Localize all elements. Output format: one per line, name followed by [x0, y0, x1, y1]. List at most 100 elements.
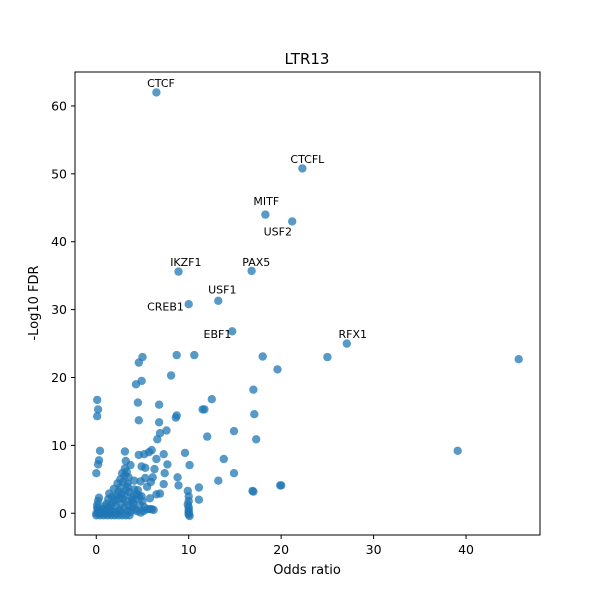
data-point: [139, 507, 148, 516]
data-point: [172, 350, 181, 360]
data-point: [160, 469, 169, 478]
data-point: [228, 327, 237, 336]
data-point: [152, 490, 161, 499]
data-point: [153, 435, 162, 444]
data-point: [247, 266, 256, 276]
data-point: [171, 413, 180, 422]
data-point: [184, 300, 193, 309]
annotations-layer: CTCF CTCFL MITF USF2 IKZF1 PAX5 USF1 CREB1 EBF1 R…: [147, 77, 367, 341]
data-point: [130, 485, 139, 494]
data-point: [185, 460, 194, 470]
x-axis: 0 10 20 30 40: [92, 535, 474, 557]
data-point: [93, 460, 103, 469]
x-tick-label: 30: [366, 542, 382, 557]
data-point: [133, 398, 143, 407]
x-tick-label: 0: [92, 542, 100, 557]
data-point: [194, 495, 204, 504]
data-point: [250, 410, 259, 419]
data-point: [514, 355, 523, 364]
data-point: [134, 358, 143, 367]
data-point: [185, 511, 194, 521]
data-point: [342, 339, 351, 348]
data-point: [273, 365, 282, 374]
data-point: [117, 490, 126, 499]
annotation-label: CREB1: [147, 300, 184, 313]
data-point: [92, 469, 101, 478]
data-point: [93, 395, 102, 405]
data-point: [118, 477, 128, 487]
chart-title: LTR13: [285, 50, 330, 68]
data-point: [134, 450, 143, 460]
data-point: [152, 88, 161, 97]
annotation-label: IKZF1: [170, 256, 201, 269]
data-point: [117, 469, 127, 478]
data-point: [323, 352, 332, 362]
data-point: [298, 164, 307, 173]
data-point: [159, 450, 168, 459]
data-point: [219, 454, 228, 464]
data-point: [93, 405, 103, 414]
data-point: [166, 371, 176, 380]
y-tick-label: 0: [59, 506, 67, 521]
annotation-label: USF1: [208, 283, 236, 296]
y-axis-label: -Log10 FDR: [27, 265, 42, 340]
data-point: [145, 494, 155, 503]
data-point: [203, 432, 212, 441]
data-point: [131, 380, 141, 389]
data-point: [137, 462, 146, 471]
x-tick-label: 20: [273, 542, 289, 557]
annotation-label: USF2: [264, 226, 292, 239]
data-point: [248, 486, 257, 496]
data-point: [261, 210, 270, 219]
y-tick-label: 60: [51, 98, 67, 113]
data-point: [173, 473, 182, 482]
data-point: [136, 477, 145, 486]
x-tick-label: 40: [458, 542, 474, 557]
data-point: [150, 464, 159, 474]
data-point: [207, 395, 216, 404]
data-point: [174, 481, 183, 490]
data-point: [453, 446, 462, 455]
annotation-label: CTCF: [147, 77, 175, 90]
data-point: [159, 479, 168, 489]
annotation-label: EBF1: [204, 328, 232, 341]
data-point: [95, 446, 105, 455]
data-point: [126, 507, 135, 517]
data-point: [252, 435, 261, 444]
points-layer: [92, 88, 523, 521]
annotation-label: MITF: [253, 195, 279, 208]
data-point: [229, 426, 239, 436]
data-point: [174, 267, 183, 276]
data-point: [142, 482, 152, 491]
data-point: [163, 460, 172, 469]
data-point: [229, 469, 239, 478]
annotation-label: RFX1: [339, 328, 368, 341]
data-point: [194, 483, 204, 492]
data-point: [128, 495, 137, 504]
data-point: [130, 476, 139, 485]
data-point: [134, 416, 143, 425]
y-axis: 0 10 20 30 40 50 60: [51, 98, 75, 521]
data-point: [276, 481, 285, 490]
data-point: [154, 418, 164, 427]
data-point: [105, 489, 114, 498]
data-point: [258, 352, 267, 361]
y-tick-label: 10: [51, 438, 67, 453]
data-point: [288, 217, 297, 226]
data-point: [180, 448, 190, 458]
data-point: [214, 296, 223, 305]
y-tick-label: 30: [51, 302, 67, 317]
data-point: [249, 385, 258, 394]
x-axis-label: Odds ratio: [273, 563, 341, 578]
data-point: [116, 507, 125, 516]
y-tick-label: 20: [51, 370, 67, 385]
y-tick-label: 50: [51, 166, 67, 181]
data-point: [121, 456, 130, 466]
data-point: [93, 412, 102, 421]
data-point: [103, 507, 112, 517]
data-point: [162, 426, 171, 435]
annotation-label: PAX5: [242, 256, 270, 269]
data-point: [154, 400, 164, 409]
